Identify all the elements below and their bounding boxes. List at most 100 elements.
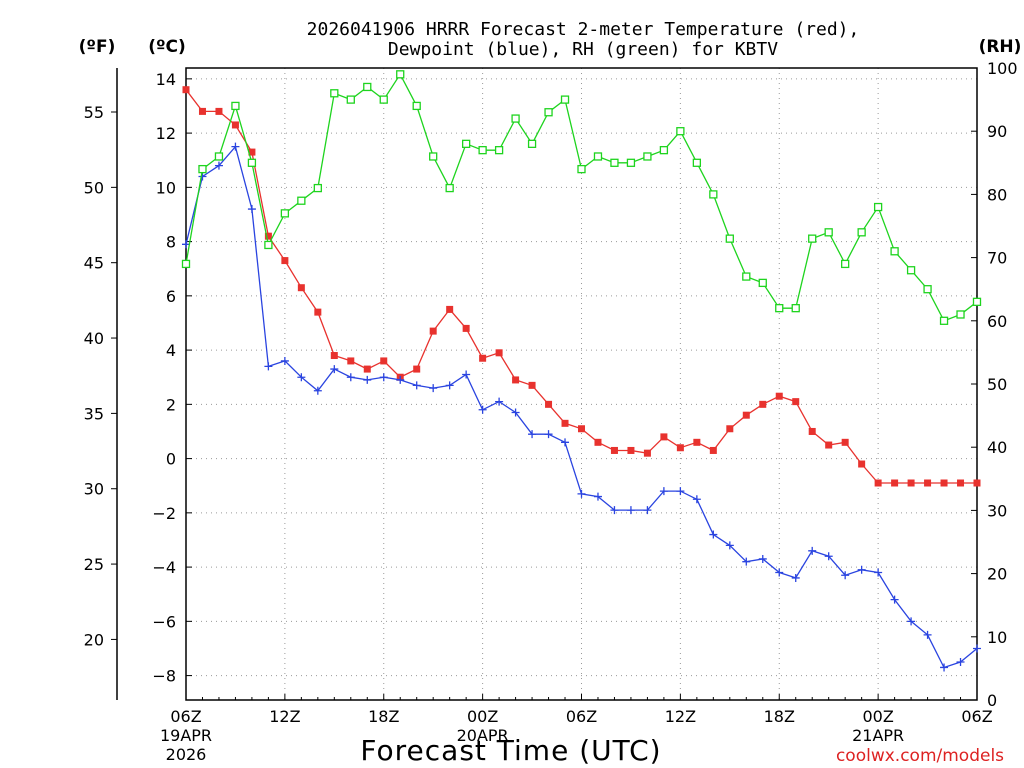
celsius-tick-label: 14 [156,70,176,89]
data-point [808,234,817,243]
data-point [330,365,339,374]
series-1 [182,142,981,672]
data-point [511,408,520,417]
data-point [577,164,586,174]
fahrenheit-tick-label: 25 [84,555,104,574]
data-point [907,479,915,487]
data-point [247,205,256,214]
time-tick-label: 18Z [368,707,399,726]
data-point [396,70,405,79]
time-tick-date: 21APR [852,726,904,745]
fahrenheit-tick-label: 45 [84,254,104,273]
data-point [231,121,239,129]
data-point [890,595,899,604]
x-axis-label: Forecast Time (UTC) [360,734,661,767]
data-point [973,479,981,487]
data-point [841,571,850,580]
data-point [643,152,652,161]
data-point [972,297,982,306]
data-point [330,89,339,98]
data-point [610,506,619,515]
data-point [676,127,685,136]
data-point [742,272,751,281]
data-point [874,568,883,577]
data-point [758,554,767,563]
data-point [791,304,800,313]
data-point [643,449,651,457]
data-point [758,278,767,288]
data-point [610,158,619,167]
data-point [182,86,190,94]
celsius-tick-label: −2 [152,504,176,523]
data-point [659,487,668,496]
fahrenheit-tick-label: 35 [84,404,104,423]
celsius-tick-label: 10 [156,178,176,197]
fahrenheit-unit-label: (ºF) [79,37,116,57]
fahrenheit-tick-label: 20 [84,630,104,649]
data-point [248,148,256,156]
data-point [726,425,734,433]
data-point [824,228,833,237]
data-point [445,381,454,390]
data-point [215,107,223,115]
data-point [890,247,899,256]
data-point [692,158,702,167]
data-point [940,479,948,487]
data-point [841,259,850,269]
data-point [346,95,355,104]
data-point [560,95,570,104]
data-point [874,479,882,487]
data-point [429,152,438,161]
data-point [924,479,932,487]
data-point [578,425,585,433]
data-point [891,479,899,487]
data-point [907,617,916,626]
rh-unit-label: (RH) [979,37,1022,57]
data-point [462,324,470,332]
time-tick-label: 06Z [961,707,992,726]
data-point [412,101,421,111]
rh-tick-label: 90 [987,122,1007,141]
data-point [643,506,652,515]
data-point [528,381,536,389]
data-point [528,430,537,439]
data-point [214,152,224,161]
data-point [825,441,833,449]
data-point [396,375,405,384]
time-tick-label: 06Z [566,707,597,726]
data-point [561,438,570,447]
data-point [857,228,866,237]
data-point [676,487,685,496]
data-point [742,411,750,419]
data-point [494,146,504,155]
celsius-tick-label: 2 [166,395,176,414]
data-point [626,506,635,515]
data-point [330,352,338,360]
rh-tick-label: 50 [987,375,1007,394]
data-point [709,530,718,539]
data-point [181,259,191,269]
data-point [593,492,602,501]
data-point [709,190,718,199]
data-point [313,386,322,395]
time-tick-label: 00Z [862,707,893,726]
data-point [495,397,504,406]
rh-tick-label: 100 [987,59,1018,78]
time-tick-date: 19APR [160,726,212,745]
celsius-ticks: 14 12 10 8 6 4 2 0 −2 −4 −6 −8 [152,70,192,686]
data-point [313,183,322,193]
rh-tick-label: 0 [987,691,997,710]
rh-tick-label: 70 [987,249,1007,268]
axes [116,67,978,701]
series-0 [182,86,981,487]
data-point [231,101,240,111]
data-point [198,164,207,174]
celsius-tick-label: 0 [166,450,176,469]
data-point [264,240,273,250]
data-point [693,438,701,446]
data-point [692,495,701,504]
time-tick-label: 18Z [764,707,795,726]
data-point [363,82,372,92]
